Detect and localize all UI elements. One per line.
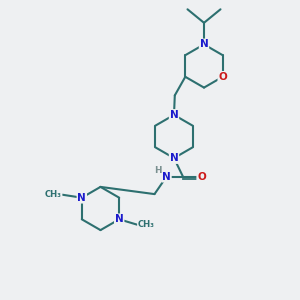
Text: N: N	[169, 153, 178, 163]
Text: N: N	[77, 193, 86, 203]
Text: N: N	[115, 214, 124, 224]
Text: O: O	[218, 72, 227, 82]
Text: N: N	[169, 110, 178, 120]
Text: N: N	[162, 172, 171, 182]
Text: CH₃: CH₃	[138, 220, 155, 229]
Text: N: N	[200, 39, 208, 50]
Text: O: O	[197, 172, 206, 182]
Text: H: H	[154, 166, 162, 175]
Text: CH₃: CH₃	[45, 190, 62, 199]
